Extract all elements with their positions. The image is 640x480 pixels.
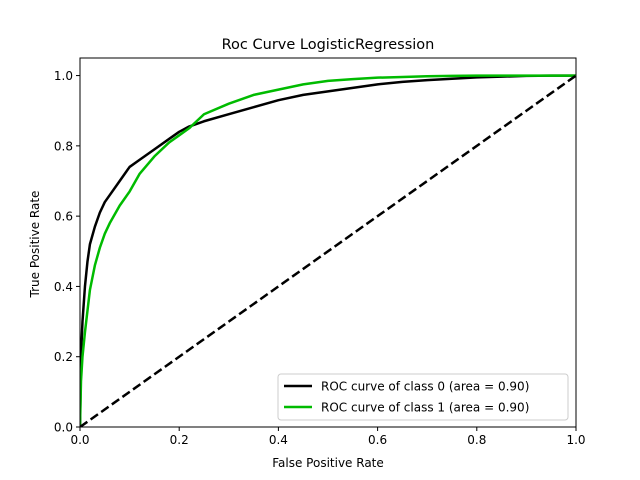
y-tick-label: 0.4 xyxy=(54,280,73,294)
x-axis-label: False Positive Rate xyxy=(272,456,384,470)
y-tick-label: 0.2 xyxy=(54,350,73,364)
y-tick-label: 0.0 xyxy=(54,421,73,435)
x-tick-label: 0.0 xyxy=(70,433,89,447)
legend-entry-label: ROC curve of class 0 (area = 0.90) xyxy=(321,380,529,394)
x-tick-label: 1.0 xyxy=(566,433,585,447)
legend: ROC curve of class 0 (area = 0.90) ROC cu… xyxy=(277,373,569,421)
series-line-class-1 xyxy=(80,74,576,427)
axes-frame xyxy=(79,57,577,428)
x-tick-label: 0.6 xyxy=(368,433,387,447)
x-tick-label: 0.2 xyxy=(170,433,189,447)
chance-diagonal-line xyxy=(80,74,576,427)
y-axis-label: True Positive Rate xyxy=(28,191,42,299)
x-tick-label: 0.8 xyxy=(467,433,486,447)
legend-box xyxy=(277,373,569,421)
y-tick-label: 0.8 xyxy=(54,139,73,153)
y-axis-ticks: 0.0 0.2 0.4 0.6 0.8 1.0 xyxy=(54,69,80,435)
y-tick-label: 1.0 xyxy=(54,69,73,83)
x-axis-ticks: 0.0 0.2 0.4 0.6 0.8 1.0 xyxy=(70,427,586,447)
series-line-class-0 xyxy=(80,74,576,427)
y-tick-label: 0.6 xyxy=(54,210,73,224)
chart-title: Roc Curve LogisticRegression xyxy=(222,37,435,53)
plot-area xyxy=(79,57,577,428)
x-tick-label: 0.4 xyxy=(269,433,288,447)
legend-entry-label: ROC curve of class 1 (area = 0.90) xyxy=(321,401,529,415)
